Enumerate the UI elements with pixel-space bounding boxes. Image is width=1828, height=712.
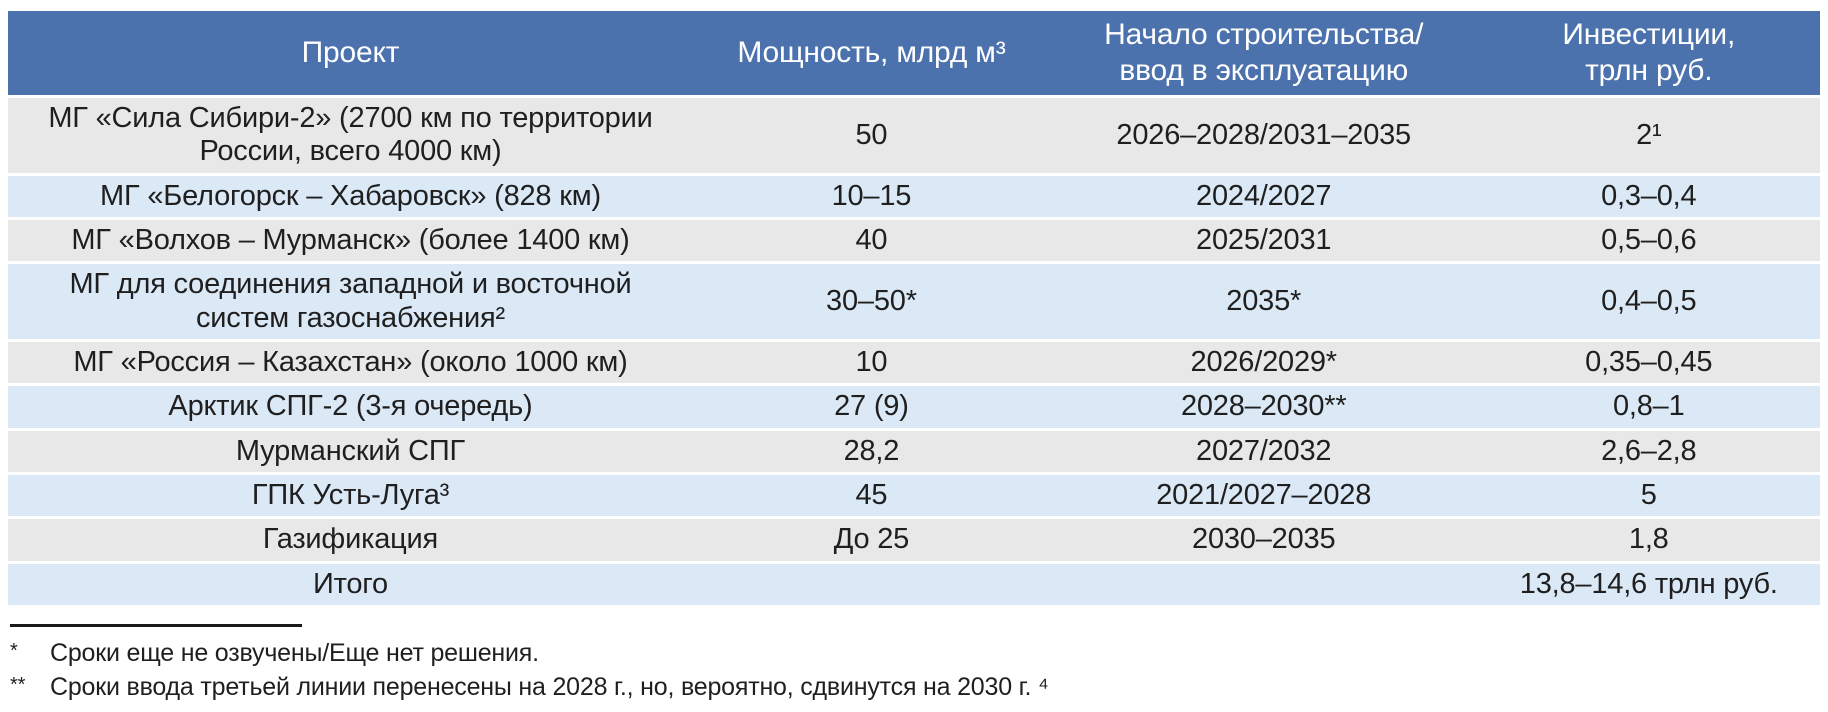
table-row: МГ для соединения западной и восточной с… [8,264,1820,340]
cell-investment: 0,4–0,5 [1477,264,1820,340]
cell-capacity: 10 [692,342,1050,384]
table-row: ГПК Усть-Луга³ 45 2021/2027–2028 5 [8,475,1820,517]
projects-table: Проект Мощность, млрд м³ Начало строител… [8,8,1820,608]
cell-capacity: 10–15 [692,175,1050,218]
cell-investment: 0,8–1 [1477,386,1820,428]
footnote-2: ** Сроки ввода третьей линии перенесены … [10,671,1820,705]
cell-project: Арктик СПГ-2 (3-я очередь) [8,386,693,428]
cell-total-label: Итого [8,563,693,606]
cell-project: Газификация [8,519,693,561]
cell-dates: 2028–2030** [1049,386,1478,428]
cell-investment: 2,6–2,8 [1477,430,1820,473]
footnote-2-marker: ** [10,673,26,696]
cell-capacity: 45 [692,475,1050,517]
table-row: Арктик СПГ-2 (3-я очередь) 27 (9) 2028–2… [8,386,1820,428]
footnote-1-text: Сроки еще не озвучены/Еще нет решения. [50,639,539,668]
col-header-dates: Начало строительства/ ввод в эксплуатаци… [1049,11,1478,95]
col-header-investment: Инвестиции, трлн руб. [1477,11,1820,95]
cell-project: МГ для соединения западной и восточной с… [8,264,693,340]
footnote-divider [10,624,302,628]
cell-project: МГ «Россия – Казахстан» (около 1000 км) [8,342,693,384]
col-header-project: Проект [8,11,693,95]
cell-capacity: 27 (9) [692,386,1050,428]
cell-investment: 1,8 [1477,519,1820,561]
col-header-capacity: Мощность, млрд м³ [692,11,1050,95]
cell-project: МГ «Волхов – Мурманск» (более 1400 км) [8,220,693,262]
cell-capacity: 40 [692,220,1050,262]
cell-dates [1049,563,1478,606]
cell-project: ГПК Усть-Луга³ [8,475,693,517]
cell-investment: 2¹ [1477,98,1820,173]
cell-dates: 2027/2032 [1049,430,1478,473]
table-header-row: Проект Мощность, млрд м³ Начало строител… [8,11,1820,95]
footnotes-section: * Сроки еще не озвучены/Еще нет решения.… [8,624,1820,705]
table-row: МГ «Белогорск – Хабаровск» (828 км) 10–1… [8,175,1820,218]
cell-dates: 2030–2035 [1049,519,1478,561]
cell-capacity [692,563,1050,606]
table-row-total: Итого 13,8–14,6 трлн руб. [8,563,1820,606]
cell-dates: 2026–2028/2031–2035 [1049,98,1478,173]
footnote-2-text: Сроки ввода третьей линии перенесены на … [50,672,1049,701]
cell-project: МГ «Белогорск – Хабаровск» (828 км) [8,175,693,218]
footnote-1: * Сроки еще не озвучены/Еще нет решения. [10,637,1820,671]
cell-investment: 0,35–0,45 [1477,342,1820,384]
table-row: МГ «Сила Сибири-2» (2700 км по территори… [8,98,1820,173]
cell-project: Мурманский СПГ [8,430,693,473]
cell-capacity: 50 [692,98,1050,173]
cell-dates: 2024/2027 [1049,175,1478,218]
cell-investment: 0,5–0,6 [1477,220,1820,262]
table-row: МГ «Волхов – Мурманск» (более 1400 км) 4… [8,220,1820,262]
cell-dates: 2025/2031 [1049,220,1478,262]
cell-project: МГ «Сила Сибири-2» (2700 км по территори… [8,98,693,173]
footnote-1-marker: * [10,640,18,663]
cell-capacity: До 25 [692,519,1050,561]
cell-capacity: 30–50* [692,264,1050,340]
cell-dates: 2035* [1049,264,1478,340]
table-row: МГ «Россия – Казахстан» (около 1000 км) … [8,342,1820,384]
cell-dates: 2026/2029* [1049,342,1478,384]
cell-investment: 0,3–0,4 [1477,175,1820,218]
cell-capacity: 28,2 [692,430,1050,473]
cell-investment: 5 [1477,475,1820,517]
table-row: Мурманский СПГ 28,2 2027/2032 2,6–2,8 [8,430,1820,473]
cell-dates: 2021/2027–2028 [1049,475,1478,517]
table-row: Газификация До 25 2030–2035 1,8 [8,519,1820,561]
cell-total-investment: 13,8–14,6 трлн руб. [1477,563,1820,606]
